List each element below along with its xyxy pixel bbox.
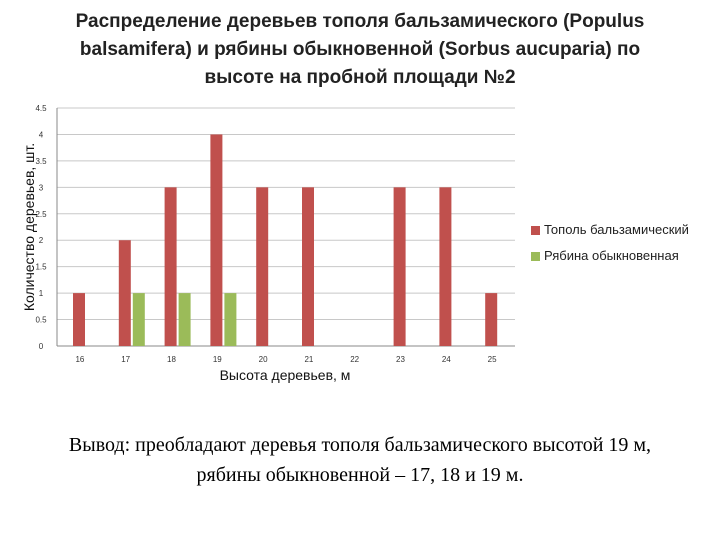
legend-swatch: [531, 226, 540, 235]
x-tick-label: 21: [304, 355, 313, 364]
legend-label: Рябина обыкновенная: [544, 248, 679, 263]
bar: [132, 293, 145, 346]
y-tick-labels: 0 0.5 1 1.5 2 2.5 3 3.5 4 4.5: [35, 104, 47, 351]
y-tick-label: 1.5: [35, 263, 47, 272]
y-tick-label: 0.5: [35, 316, 47, 325]
bar: [118, 240, 131, 346]
x-tick-label: 25: [488, 355, 497, 364]
y-axis-title: Количество деревьев, шт.: [21, 143, 37, 311]
bar: [256, 187, 269, 346]
x-tick-label: 20: [259, 355, 268, 364]
bar: [164, 187, 177, 346]
legend: Тополь бальзамический Рябина обыкновенная: [531, 222, 689, 263]
bar: [178, 293, 191, 346]
bar: [73, 293, 85, 346]
y-tick-label: 2.5: [35, 210, 47, 219]
x-tick-label: 18: [167, 355, 176, 364]
bar: [393, 187, 406, 346]
bar: [439, 187, 452, 346]
x-tick-label: 19: [213, 355, 222, 364]
x-tick-labels: 16 17 18 19 20 21 22 23 24 25: [75, 355, 497, 364]
bar: [485, 293, 498, 346]
bar: [302, 187, 314, 346]
bar: [224, 293, 237, 346]
x-tick-label: 24: [442, 355, 451, 364]
chart-title: Распределение деревьев тополя бальзамиче…: [75, 11, 645, 88]
x-tick-label: 16: [75, 355, 84, 364]
y-tick-label: 0: [39, 342, 44, 351]
legend-label: Тополь бальзамический: [544, 222, 689, 237]
bar: [210, 134, 223, 346]
conclusion-line-1: Вывод: преобладают деревья тополя бальза…: [68, 434, 652, 456]
y-tick-label: 3.5: [35, 157, 47, 166]
conclusion-line-2: рябины обыкновенной – 17, 18 и 19 м.: [196, 464, 524, 486]
bars: [73, 134, 498, 346]
x-tick-label: 17: [121, 355, 130, 364]
chart-area: 0 0.5 1 1.5 2 2.5 3 3.5 4 4.5 16 17 18 19 20 21 22 23 24 2…: [21, 104, 689, 383]
y-tick-label: 4.5: [35, 104, 47, 113]
conclusion-text: Вывод: преобладают деревья тополя бальза…: [0, 430, 720, 490]
y-tick-label: 1: [39, 289, 44, 298]
y-tick-label: 2: [39, 236, 44, 245]
y-tick-label: 4: [39, 130, 44, 139]
x-tick-label: 22: [350, 355, 359, 364]
y-tick-label: 3: [39, 183, 44, 192]
x-tick-label: 23: [396, 355, 405, 364]
x-axis-title: Высота деревьев, м: [220, 367, 351, 383]
legend-swatch: [531, 252, 540, 261]
